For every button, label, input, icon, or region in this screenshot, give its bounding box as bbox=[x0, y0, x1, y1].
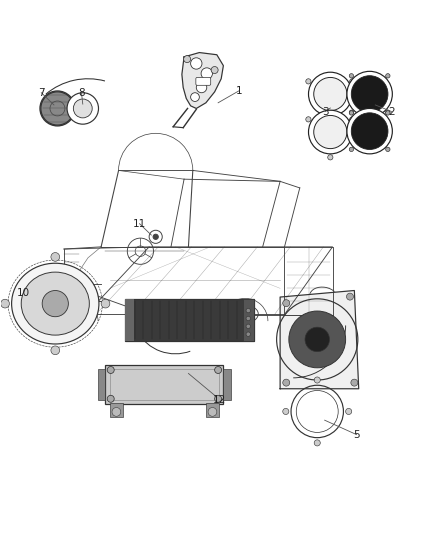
Circle shape bbox=[328, 117, 333, 122]
Circle shape bbox=[314, 440, 320, 446]
Circle shape bbox=[314, 116, 347, 149]
Circle shape bbox=[42, 290, 68, 317]
Bar bbox=[110, 403, 123, 417]
Circle shape bbox=[246, 324, 251, 328]
Circle shape bbox=[306, 117, 311, 122]
Circle shape bbox=[386, 74, 390, 78]
FancyBboxPatch shape bbox=[196, 77, 211, 85]
Bar bbox=[110, 369, 219, 400]
Circle shape bbox=[246, 309, 251, 313]
Circle shape bbox=[196, 82, 207, 93]
Text: 3: 3 bbox=[322, 107, 328, 117]
Circle shape bbox=[51, 346, 60, 354]
Circle shape bbox=[246, 316, 251, 321]
Circle shape bbox=[283, 379, 290, 386]
Ellipse shape bbox=[12, 263, 99, 344]
Circle shape bbox=[191, 58, 202, 69]
Circle shape bbox=[386, 110, 390, 115]
Polygon shape bbox=[280, 290, 359, 389]
Text: 1: 1 bbox=[235, 86, 242, 96]
Text: 2: 2 bbox=[388, 107, 395, 117]
Circle shape bbox=[314, 377, 320, 383]
Circle shape bbox=[211, 67, 218, 74]
Circle shape bbox=[246, 332, 251, 336]
Text: 10: 10 bbox=[17, 288, 30, 298]
Bar bbox=[125, 299, 134, 341]
Circle shape bbox=[153, 234, 158, 239]
Bar bbox=[98, 369, 106, 400]
Text: 11: 11 bbox=[133, 219, 146, 229]
Circle shape bbox=[1, 299, 10, 308]
Circle shape bbox=[349, 74, 353, 78]
Circle shape bbox=[41, 92, 74, 125]
Circle shape bbox=[349, 111, 353, 115]
Text: 5: 5 bbox=[353, 430, 360, 440]
Bar bbox=[243, 299, 254, 341]
Circle shape bbox=[351, 76, 388, 112]
Circle shape bbox=[107, 367, 114, 374]
Circle shape bbox=[346, 293, 353, 300]
Circle shape bbox=[386, 111, 390, 115]
Circle shape bbox=[73, 99, 92, 118]
Text: 7: 7 bbox=[38, 88, 45, 98]
Bar bbox=[206, 403, 219, 417]
Text: 8: 8 bbox=[78, 88, 85, 98]
Text: 12: 12 bbox=[213, 394, 226, 405]
Circle shape bbox=[101, 299, 110, 308]
Bar bbox=[223, 369, 231, 400]
Circle shape bbox=[349, 147, 353, 151]
Circle shape bbox=[349, 110, 353, 115]
Circle shape bbox=[201, 68, 212, 79]
Polygon shape bbox=[182, 53, 223, 108]
Bar bbox=[125, 299, 254, 341]
Circle shape bbox=[191, 93, 199, 101]
Circle shape bbox=[328, 155, 333, 160]
Circle shape bbox=[347, 71, 392, 117]
Circle shape bbox=[347, 108, 392, 154]
Circle shape bbox=[305, 327, 329, 352]
Circle shape bbox=[350, 79, 355, 84]
Circle shape bbox=[351, 379, 358, 386]
Circle shape bbox=[351, 113, 388, 149]
Circle shape bbox=[184, 55, 191, 62]
Circle shape bbox=[346, 408, 352, 415]
Circle shape bbox=[112, 408, 121, 416]
Circle shape bbox=[208, 408, 217, 416]
Bar bbox=[106, 365, 223, 404]
Circle shape bbox=[308, 72, 352, 116]
Circle shape bbox=[350, 117, 355, 122]
Circle shape bbox=[215, 395, 222, 402]
Circle shape bbox=[215, 367, 222, 374]
Ellipse shape bbox=[21, 272, 89, 335]
Circle shape bbox=[289, 311, 346, 368]
Circle shape bbox=[51, 253, 60, 261]
Circle shape bbox=[283, 300, 290, 306]
Circle shape bbox=[107, 395, 114, 402]
Circle shape bbox=[308, 110, 352, 154]
Circle shape bbox=[306, 79, 311, 84]
Circle shape bbox=[314, 77, 347, 111]
Circle shape bbox=[67, 93, 99, 124]
Circle shape bbox=[283, 408, 289, 415]
Circle shape bbox=[386, 147, 390, 151]
